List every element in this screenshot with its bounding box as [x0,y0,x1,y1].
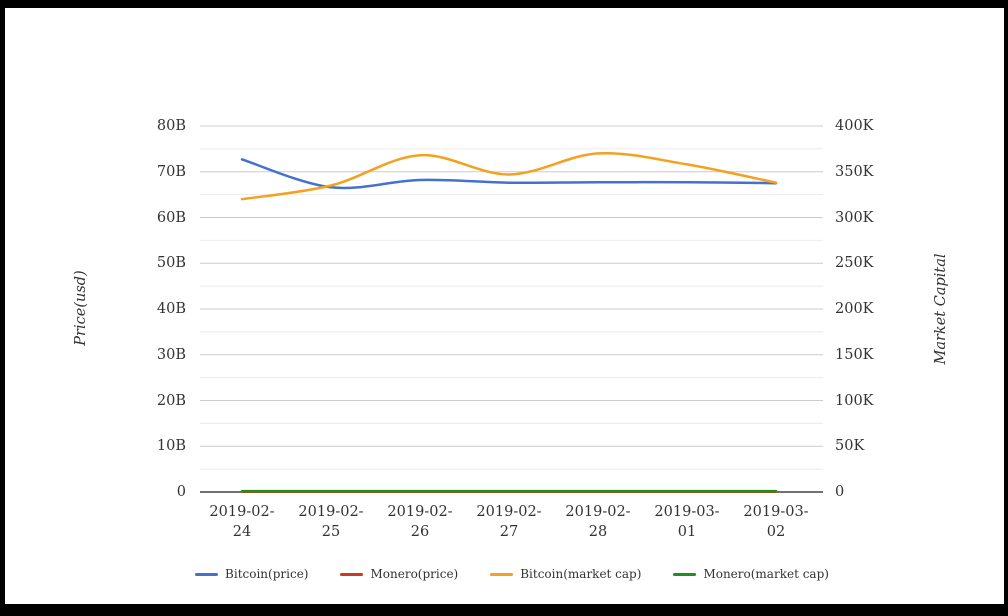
y-tick-label-left: 70B [156,163,186,180]
y-tick-label-left: 20B [156,392,186,409]
y-tick-label-left: 10B [156,438,186,455]
legend-label-monero-market-cap: Monero(market cap) [703,567,829,581]
y-tick-label-left: 80B [156,118,186,134]
x-tick-label-line1: 2019-02- [476,504,542,520]
x-tick-label-line2: 01 [677,524,697,540]
series-line-bitcoin-price [240,158,778,190]
plot-area [200,125,823,494]
x-tick-label-line2: 28 [588,524,608,540]
x-tick-label: 2019-02- 25 [285,502,377,542]
x-tick-label-line1: 2019-03- [654,504,720,520]
legend-item-monero-market-cap: Monero(market cap) [673,567,829,581]
legend-item-bitcoin-price: Bitcoin(price) [195,567,308,581]
y-tick-label-right: 400K [835,118,874,134]
y-axis-title-right: Market Capital [933,253,949,365]
y-axis-title-left: Price(usd) [73,270,89,346]
legend-swatch-monero-price [340,572,364,576]
y-tick-label-right: 300K [835,209,874,226]
legend-swatch-bitcoin-price [195,572,219,576]
x-tick-label-line2: 02 [766,524,786,540]
legend-label-bitcoin-price: Bitcoin(price) [225,567,309,581]
legend-item-monero-price: Monero(price) [340,567,458,581]
x-tick-label-line1: 2019-02- [387,504,453,520]
y-tick-label-right: 100K [835,392,874,409]
x-tick-label-line2: 24 [232,524,252,540]
x-tick-label-line1: 2019-02- [209,504,275,520]
x-tick-label-line2: 25 [321,524,341,540]
y-tick-label-left: 40B [156,301,186,317]
series-line-bitcoin-market-cap [240,151,778,201]
x-tick-label: 2019-02- 27 [463,502,555,542]
y-tick-label-right: 50K [835,438,865,455]
x-tick-label: 2019-03- 01 [641,502,733,542]
y-tick-label-right: 0 [835,484,845,500]
legend-item-bitcoin-market-cap: Bitcoin(market cap) [490,567,641,581]
legend: Bitcoin(price) Monero(price) Bitcoin(marke… [195,564,829,584]
x-tick-label-line1: 2019-03- [743,504,809,520]
x-tick-label: 2019-02- 26 [374,502,466,542]
x-tick-label: 2019-02- 28 [552,502,644,542]
legend-swatch-bitcoin-market-cap [490,572,514,576]
y-tick-label-left: 30B [156,346,186,363]
legend-swatch-monero-market-cap [673,572,697,576]
x-tick-label-line2: 26 [410,524,430,540]
y-tick-label-left: 0 [176,484,186,500]
y-tick-label-right: 200K [835,301,874,317]
y-tick-label-left: 60B [156,209,186,226]
y-tick-label-right: 350K [835,163,874,180]
x-tick-label-line1: 2019-02- [565,504,631,520]
legend-label-monero-price: Monero(price) [370,567,459,581]
y-tick-label-right: 250K [835,255,874,272]
x-tick-label: 2019-03- 02 [730,502,822,542]
chart-canvas: Price(usd) Market Capital 80B 70B 60B 50B 40… [5,8,1004,604]
legend-label-bitcoin-market-cap: Bitcoin(market cap) [520,567,642,581]
x-tick-label-line1: 2019-02- [298,504,364,520]
x-tick-label-line2: 27 [499,524,519,540]
x-tick-label: 2019-02- 24 [196,502,288,542]
y-tick-label-left: 50B [156,255,186,272]
y-tick-label-right: 150K [835,346,874,363]
